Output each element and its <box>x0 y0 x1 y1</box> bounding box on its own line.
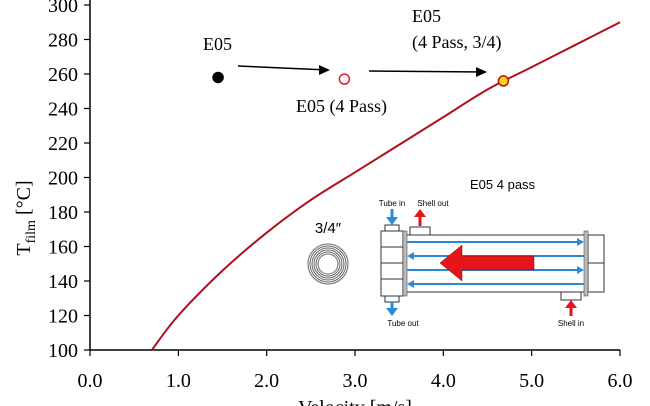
arrow-2 <box>368 70 486 73</box>
y-tick-label: 140 <box>48 271 78 293</box>
y-axis-label-main: T <box>13 243 35 255</box>
y-tick-label: 240 <box>48 99 78 121</box>
y-tick-label: 180 <box>48 202 78 224</box>
y-tick-label: 120 <box>48 306 78 328</box>
x-tick-label: 6.0 <box>608 370 633 392</box>
arrow-1 <box>237 65 329 71</box>
data-point-1 <box>212 71 224 84</box>
data-point-2 <box>338 73 351 85</box>
point-label-e05-4pass: E05 (4 Pass) <box>296 96 387 117</box>
y-tick-label: 220 <box>48 133 78 155</box>
point-label-e05-4pass34-line2: (4 Pass, 3/4) <box>412 32 502 53</box>
data-point-3 <box>497 75 510 87</box>
x-tick-label: 0.0 <box>78 370 103 392</box>
heat-exchanger-diagram <box>380 209 605 316</box>
y-tick-label: 100 <box>48 340 78 362</box>
x-tick-label: 1.0 <box>166 370 191 392</box>
tube-out-label: Tube out <box>387 319 419 328</box>
y-tick-label: 200 <box>48 168 78 190</box>
arrow-2-head <box>476 67 487 77</box>
tube-size-label: 3/4″ <box>315 220 342 237</box>
point-label-e05: E05 <box>203 34 232 54</box>
x-axis-label: Velocity [m/s] <box>298 397 412 406</box>
x-tick-label: 3.0 <box>343 370 368 392</box>
y-tick-label: 280 <box>48 30 78 52</box>
y-tick-label: 160 <box>48 237 78 259</box>
y-axis-label-sub: film <box>24 220 39 243</box>
axis-ticks <box>84 4 621 356</box>
exchanger-title: E05 4 pass <box>470 177 536 192</box>
y-axis-label-unit: [°C] <box>13 180 35 220</box>
tube-cross-section <box>307 243 349 285</box>
y-tick-label: 300 <box>48 0 78 17</box>
data-points <box>212 71 510 87</box>
tube-in-label: Tube in <box>379 199 405 208</box>
arrow-1-head <box>319 65 330 75</box>
y-axis-label: Tfilm [°C] <box>13 180 39 255</box>
x-tick-label: 4.0 <box>431 370 456 392</box>
point-label-e05-4pass34-line1: E05 <box>412 6 441 26</box>
shell-in-label: Shell in <box>558 319 584 328</box>
x-tick-label: 2.0 <box>254 370 279 392</box>
x-tick-label: 5.0 <box>519 370 544 392</box>
tick-labels: 100 120 140 160 180 200 220 240 260 280 300 0.0 1.0 2… <box>48 0 633 392</box>
series-line <box>151 21 621 351</box>
shell-out-label: Shell out <box>417 199 449 208</box>
y-tick-label: 260 <box>48 64 78 86</box>
